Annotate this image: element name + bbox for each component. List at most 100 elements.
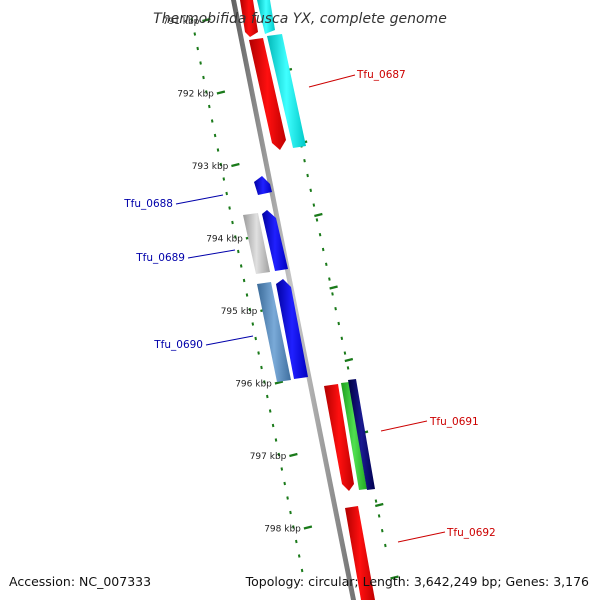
outer-minor-tick: [337, 321, 341, 326]
scale-major-tick: [289, 452, 298, 458]
genome-summary-text: Topology: circular; Length: 3,642,249 bp…: [245, 574, 589, 589]
scale-minor-tick: [274, 438, 278, 442]
gene-label-tfu-0687[interactable]: Tfu_0687: [356, 69, 406, 81]
outer-minor-tick: [377, 514, 381, 518]
gene-arrow-tfu0687-red: [249, 38, 286, 150]
scale-minor-tick: [225, 191, 228, 196]
gene-arrow-top-cyan: [257, 0, 275, 34]
outer-minor-tick: [303, 159, 306, 163]
scale-minor-tick: [222, 177, 226, 181]
scale-minor-tick: [254, 336, 257, 341]
kbp-tick-label: 798 kbp: [264, 525, 301, 535]
gene-features: [240, 0, 375, 600]
gene-callout-line: [397, 531, 446, 543]
outer-major-tick: [344, 357, 354, 363]
outer-minor-tick: [334, 307, 337, 311]
gene-arrow-top-red: [240, 0, 258, 37]
scale-minor-tick: [231, 220, 234, 225]
scale-minor-tick: [257, 351, 260, 355]
outer-minor-tick: [340, 336, 344, 340]
kbp-tick-label: 794 kbp: [206, 235, 243, 245]
outer-minor-tick: [328, 277, 331, 281]
outer-minor-tick: [321, 247, 325, 252]
outer-minor-tick: [318, 233, 322, 237]
gene-feature-steel: [257, 282, 291, 382]
scale-minor-tick: [260, 365, 263, 370]
outer-minor-tick: [315, 218, 319, 222]
gene-label-tfu-0688[interactable]: Tfu_0688: [123, 198, 173, 210]
scale-minor-tick: [266, 394, 269, 399]
gene-callout-line: [187, 249, 236, 259]
scale-major-tick: [231, 162, 240, 168]
kbp-tick-label: 796 kbp: [235, 380, 272, 390]
kbp-tick-label: 792 kbp: [177, 90, 214, 100]
kbp-tick-label: 793 kbp: [192, 162, 229, 172]
gene-arrow-tfu0689: [262, 210, 288, 271]
gene-arrow-tfu0688: [254, 176, 272, 195]
gene-callouts: Tfu_0687 Tfu_0688 Tfu_0689 Tfu_0690 Tfu_0691…: [123, 69, 496, 543]
scale-minor-tick: [300, 568, 304, 573]
scale-minor-tick: [286, 496, 289, 500]
scale-major-tick: [303, 525, 313, 530]
scale-major-tick: [202, 17, 211, 23]
gene-callout-line: [175, 194, 224, 205]
gene-callout-line: [308, 74, 356, 88]
scale-major-tick: [216, 90, 226, 95]
scale-minor-tick: [245, 293, 249, 297]
outer-minor-tick: [309, 188, 313, 192]
kbp-tick-label: 795 kbp: [221, 307, 258, 317]
scale-minor-tick: [292, 525, 295, 529]
scale-minor-tick: [251, 322, 255, 326]
gene-feature-navy: [348, 379, 375, 490]
gene-feature-gray: [243, 213, 270, 274]
accession-text: Accession: NC_007333: [9, 574, 151, 589]
gene-arrow-tfu0687-cyan: [267, 34, 306, 148]
outer-major-tick: [375, 502, 384, 508]
gene-arrow-tfu0690: [276, 279, 308, 379]
scale-minor-tick: [210, 119, 214, 123]
scale-minor-tick: [242, 278, 246, 283]
scale-minor-tick: [237, 249, 240, 254]
scale-minor-tick: [248, 307, 252, 312]
scale-minor-tick: [216, 148, 220, 152]
outer-minor-tick: [346, 366, 350, 370]
gene-callout-line: [380, 420, 428, 432]
outer-minor-tick: [331, 292, 334, 296]
outer-minor-tick: [325, 262, 328, 266]
scale-minor-tick: [205, 90, 208, 94]
scale-minor-tick: [263, 380, 266, 384]
kbp-tick-label: 797 kbp: [250, 452, 287, 462]
gene-label-tfu-0691[interactable]: Tfu_0691: [429, 416, 479, 428]
gene-feature-green: [341, 382, 367, 490]
gene-label-tfu-0692[interactable]: Tfu_0692: [446, 527, 496, 539]
scale-minor-tick: [199, 61, 202, 65]
gene-label-tfu-0689[interactable]: Tfu_0689: [135, 252, 185, 264]
gene-arrow-tfu0691-red: [324, 384, 354, 491]
genome-backbone: [231, 0, 356, 600]
gene-callout-line: [205, 335, 254, 346]
scale-minor-tick: [283, 481, 286, 486]
scale-minor-tick: [271, 423, 275, 428]
outer-major-tick: [329, 285, 338, 290]
outer-minor-tick: [343, 351, 347, 355]
outer-minor-tick: [384, 543, 387, 548]
outer-minor-tick: [380, 529, 384, 533]
outer-minor-tick: [374, 499, 378, 503]
gene-label-tfu-0690[interactable]: Tfu_0690: [153, 339, 203, 351]
outer-minor-tick: [306, 173, 309, 178]
scale-minor-tick: [213, 133, 217, 138]
scale-major-tick: [274, 380, 284, 385]
scale-minor-tick: [280, 467, 284, 471]
scale-minor-tick: [268, 409, 272, 413]
scale-minor-tick: [289, 510, 292, 515]
scale-minor-tick: [239, 264, 243, 268]
scale-track: [190, 17, 313, 573]
gene-arrow-tfu0692: [345, 506, 375, 600]
scale-minor-tick: [202, 75, 205, 80]
scale-minor-tick: [297, 554, 301, 558]
outer-minor-tick: [312, 203, 316, 207]
outer-major-tick: [390, 575, 399, 580]
scale-minor-tick: [193, 32, 197, 36]
outer-major-tick: [314, 212, 323, 218]
